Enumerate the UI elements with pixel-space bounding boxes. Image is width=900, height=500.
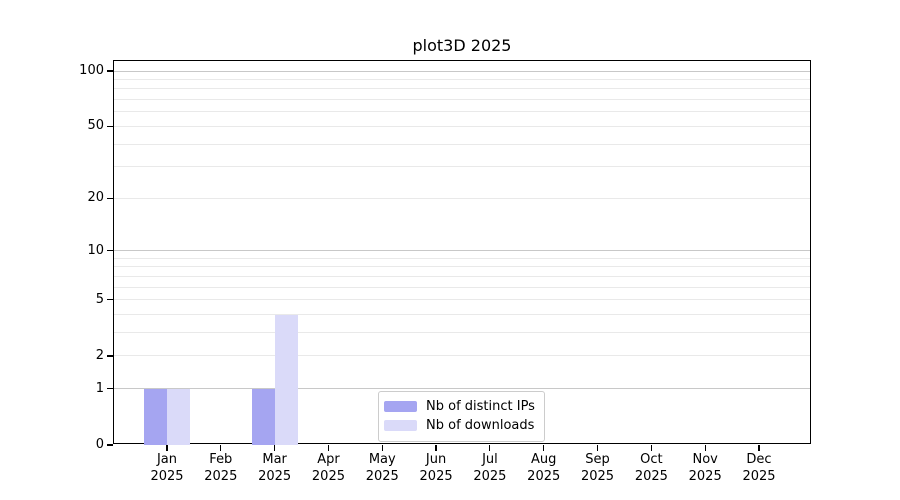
- x-tick-label-month: Jun: [425, 452, 447, 467]
- y-tick-mark: [107, 125, 113, 127]
- gridline-minor: [114, 166, 810, 168]
- x-tick-label-month: May: [368, 452, 396, 467]
- x-tick-mark: [543, 445, 545, 451]
- x-tick-mark: [489, 445, 491, 451]
- gridline-major: [114, 70, 810, 72]
- gridline-minor: [114, 355, 810, 357]
- bar-distinct-ips: [251, 388, 275, 445]
- x-tick-label-year: 2025: [473, 469, 507, 484]
- x-tick-label: Mar 2025: [235, 451, 315, 485]
- y-tick-mark: [107, 70, 113, 72]
- y-tick-label: 1: [95, 380, 104, 396]
- gridline-minor: [114, 332, 810, 334]
- x-tick-label-month: Feb: [209, 452, 233, 467]
- x-tick-label: Oct 2025: [611, 451, 691, 485]
- y-tick-mark: [107, 299, 113, 301]
- y-tick-label: 100: [79, 63, 104, 78]
- gridline-major: [114, 388, 810, 390]
- gridline-major: [114, 250, 810, 252]
- x-tick-label-year: 2025: [742, 469, 776, 484]
- x-tick-label: Dec 2025: [719, 451, 799, 485]
- x-tick-label-year: 2025: [580, 469, 615, 484]
- x-tick-label: Jun 2025: [396, 451, 476, 485]
- gridline-minor: [114, 299, 810, 301]
- x-tick-label: Feb 2025: [181, 451, 261, 485]
- x-tick-mark: [220, 445, 222, 451]
- x-tick-label-month: Dec: [746, 452, 772, 467]
- legend-swatch-downloads: [384, 420, 417, 431]
- y-tick-label: 50: [87, 118, 104, 134]
- x-tick-label-year: 2025: [419, 469, 453, 484]
- x-tick-label-year: 2025: [311, 469, 345, 484]
- x-tick-label: Aug 2025: [504, 451, 584, 485]
- x-tick-mark: [327, 445, 330, 451]
- gridline-minor: [114, 257, 810, 259]
- gridline-minor: [114, 286, 810, 288]
- x-tick-label-month: Aug: [531, 452, 557, 467]
- legend-item-downloads: Nb of downloads: [384, 416, 537, 435]
- x-tick-label-year: 2025: [365, 469, 399, 484]
- x-tick-mark: [274, 445, 276, 451]
- x-tick-label-month: Apr: [317, 452, 340, 467]
- gridline-minor: [114, 197, 810, 199]
- legend-swatch-distinct-ips: [384, 401, 417, 412]
- x-tick-label-month: Nov: [692, 452, 718, 467]
- y-tick-label: 2: [95, 347, 104, 363]
- x-tick-label: Jul 2025: [450, 451, 530, 485]
- gridline-minor: [114, 143, 810, 145]
- x-tick-mark: [758, 445, 760, 451]
- legend-item-distinct-ips: Nb of distinct IPs: [384, 397, 537, 416]
- x-tick-label-year: 2025: [527, 469, 561, 484]
- chart-title: plot3D 2025: [412, 36, 512, 55]
- x-tick-label-year: 2025: [258, 469, 292, 484]
- x-tick-label-month: Jul: [482, 452, 498, 467]
- gridline-minor: [114, 125, 810, 127]
- x-tick-label-year: 2025: [634, 469, 668, 484]
- y-tick-label: 5: [95, 291, 104, 307]
- x-tick-mark: [650, 445, 652, 451]
- plot-area: 0 1 2 5 10 20 50 100 Jan 2025 Feb 2025 Mar 2025 Apr 202…: [79, 60, 811, 484]
- gridline-minor: [114, 88, 810, 90]
- x-tick-label-year: 2025: [150, 469, 184, 484]
- bar-downloads: [274, 314, 298, 445]
- bar-downloads: [167, 388, 190, 445]
- legend: Nb of distinct IPs Nb of downloads: [378, 391, 545, 442]
- y-tick-mark: [107, 388, 113, 390]
- gridline-minor: [114, 266, 810, 268]
- x-tick-mark: [381, 445, 383, 451]
- x-tick-mark: [435, 445, 437, 451]
- x-tick-label: Jan 2025: [127, 451, 207, 485]
- y-tick-label: 10: [87, 242, 104, 258]
- bar-distinct-ips: [144, 388, 167, 445]
- legend-label-downloads: Nb of downloads: [426, 418, 535, 433]
- x-tick-label-month: Jan: [156, 452, 178, 467]
- gridline-minor: [114, 314, 810, 316]
- x-tick-mark: [704, 445, 706, 451]
- x-tick-label-year: 2025: [688, 469, 722, 484]
- y-tick-label: 0: [95, 437, 104, 452]
- y-tick-mark: [107, 444, 113, 446]
- x-tick-mark: [596, 445, 599, 451]
- x-tick-label-month: Sep: [585, 452, 610, 467]
- gridline-minor: [114, 275, 810, 277]
- x-tick-label: Sep 2025: [558, 451, 638, 485]
- x-tick-mark: [166, 445, 168, 451]
- legend-label-distinct-ips: Nb of distinct IPs: [426, 399, 535, 414]
- x-tick-label-year: 2025: [204, 469, 238, 484]
- x-tick-label: May 2025: [342, 451, 422, 485]
- x-tick-label: Nov 2025: [665, 451, 745, 485]
- x-tick-label: Apr 2025: [288, 451, 368, 485]
- x-tick-label-month: Oct: [640, 452, 663, 467]
- y-tick-mark: [107, 355, 113, 357]
- gridline-minor: [114, 99, 810, 101]
- gridline-minor: [114, 111, 810, 113]
- x-tick-label-month: Mar: [262, 452, 287, 467]
- y-tick-mark: [107, 250, 113, 252]
- y-tick-mark: [107, 197, 113, 199]
- gridline-minor: [114, 78, 810, 80]
- y-tick-label: 20: [87, 190, 104, 206]
